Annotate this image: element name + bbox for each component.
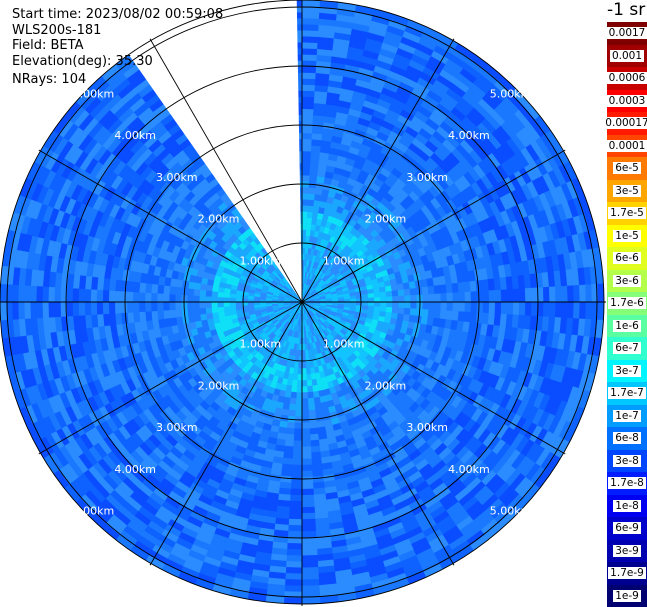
polar-grid [0, 0, 606, 606]
colorbar-label: 0.00017 [603, 117, 647, 130]
colorbar-label: 1e-5 [613, 229, 641, 242]
spoke-30deg [301, 38, 455, 303]
range-label: 5.00km [490, 505, 532, 518]
spoke-60deg [301, 149, 566, 303]
colorbar-step: 1.7e-7 [607, 382, 647, 405]
colorbar-step: 1.7e-6 [607, 292, 647, 315]
colorbar-label: 1e-6 [613, 319, 641, 332]
spoke-150deg [301, 301, 455, 566]
spoke-300deg [38, 149, 303, 303]
range-label: 1.00km [323, 338, 365, 351]
range-label: 2.00km [365, 213, 407, 226]
range-label: 3.00km [156, 171, 198, 184]
colorbar-step: 6e-9 [607, 517, 647, 540]
field-text: Field: BETA [12, 38, 84, 53]
range-label: 1.00km [239, 254, 281, 267]
range-label: 5.00km [490, 87, 532, 100]
colorbar-label: 1e-9 [613, 589, 641, 602]
colorbar-label: 6e-9 [613, 522, 641, 535]
range-label: 1.00km [323, 254, 365, 267]
range-label: 3.00km [406, 171, 448, 184]
colorbar-step: 0.0017 [606, 22, 647, 45]
colorbar-step: 0.0003 [606, 89, 647, 112]
colorbar-label: 1.7e-6 [608, 297, 646, 310]
colorbar-label: 1e-7 [613, 409, 641, 422]
range-label: 1.00km [239, 338, 281, 351]
colorbar-step: 1e-6 [607, 314, 647, 337]
colorbar-label: 1.7e-7 [608, 387, 646, 400]
range-label: 2.00km [365, 379, 407, 392]
colorbar-label: 0.0017 [606, 27, 647, 40]
colorbar-label: 3e-6 [613, 274, 641, 287]
colorbar-step: 0.0001 [606, 134, 647, 157]
nrays-text: NRays: 104 [12, 72, 87, 87]
colorbar-step: 3e-5 [607, 179, 647, 202]
colorbar-step: 1.7e-9 [607, 562, 647, 585]
colorbar-label: 0.0003 [606, 94, 647, 107]
colorbar-label: 6e-6 [613, 252, 641, 265]
colorbar-label: 0.0006 [606, 72, 647, 85]
beta-field [0, 0, 605, 605]
colorbar-label: 1.7e-5 [608, 207, 646, 220]
colorbar-step: 1e-7 [607, 404, 647, 427]
colorbar-step: 1.7e-8 [607, 472, 647, 495]
colorbar-step: 1e-5 [607, 224, 647, 247]
colorbar-label: 3e-9 [613, 544, 641, 557]
colorbar-step: 3e-8 [607, 449, 647, 472]
range-label: 5.00km [73, 87, 115, 100]
colorbar-step: 0.0006 [606, 67, 647, 90]
colorbar-label: 0.001 [609, 49, 645, 62]
colorbar-label: 1e-8 [613, 499, 641, 512]
colorbar-label: 6e-5 [613, 162, 641, 175]
start-time-text: Start time: 2023/08/02 00:59:08 [12, 7, 224, 22]
colorbar-label: 3e-7 [613, 364, 641, 377]
colorbar-step: 0.00017 [603, 112, 647, 135]
colorbar-label: 1.7e-9 [608, 567, 646, 580]
range-labels: 1.00km 1.00km 1.00km 1.00km 2.00km 2.00km 2.00… [73, 87, 532, 517]
range-label: 4.00km [448, 463, 490, 476]
range-label: 4.00km [114, 129, 156, 142]
colorbar-step: 1e-8 [607, 494, 647, 517]
colorbar-step: 1e-9 [607, 584, 647, 607]
colorbar-label: 6e-8 [613, 432, 641, 445]
colorbar-step: 6e-8 [607, 427, 647, 450]
spoke-120deg [301, 301, 566, 455]
range-label: 3.00km [406, 421, 448, 434]
range-label: 4.00km [114, 463, 156, 476]
range-label: 2.00km [198, 379, 240, 392]
instrument-text: WLS200s-181 [12, 23, 102, 38]
colorbar-step: 1.7e-5 [607, 202, 647, 225]
spoke-210deg [149, 301, 303, 566]
range-label: 2.00km [198, 213, 240, 226]
colorbar-unit: -1 sr [607, 0, 646, 20]
colorbar-step: 6e-5 [607, 157, 647, 180]
colorbar-label: 6e-7 [613, 342, 641, 355]
colorbar-label: 1.7e-8 [608, 477, 646, 490]
colorbar-label: 3e-8 [613, 454, 641, 467]
colorbar-step: 3e-6 [607, 269, 647, 292]
colorbar-step: 3e-9 [607, 539, 647, 562]
elevation-text: Elevation(deg): 35.30 [12, 54, 153, 69]
range-label: 3.00km [156, 421, 198, 434]
colorbar-label: 0.0001 [606, 139, 647, 152]
colorbar-step: 6e-6 [607, 247, 647, 270]
colorbar-step: 0.001 [607, 44, 647, 67]
range-label: 5.00km [73, 505, 115, 518]
spoke-330deg [149, 38, 303, 303]
colorbar-step: 3e-7 [607, 359, 647, 382]
colorbar-label: 3e-5 [613, 184, 641, 197]
range-label: 4.00km [448, 129, 490, 142]
colorbar-step: 6e-7 [607, 337, 647, 360]
spoke-240deg [38, 301, 303, 455]
